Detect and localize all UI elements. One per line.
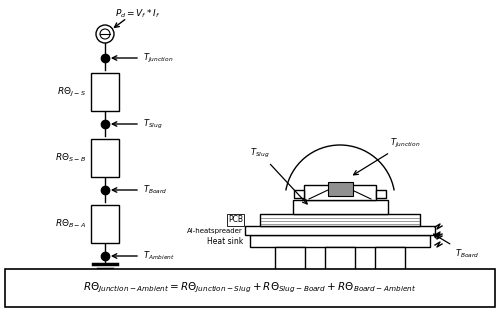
- Circle shape: [96, 25, 114, 43]
- Bar: [293, 200, 388, 214]
- Bar: [260, 214, 420, 226]
- Bar: [275, 247, 305, 287]
- Bar: [250, 235, 430, 247]
- Bar: [5, 269, 495, 307]
- Text: $P_d = V_f * I_f$: $P_d = V_f * I_f$: [115, 7, 160, 20]
- Text: $R\Theta_{S-B}$: $R\Theta_{S-B}$: [55, 152, 86, 164]
- Circle shape: [100, 29, 110, 39]
- Bar: [325, 247, 355, 287]
- Bar: [294, 190, 304, 198]
- Bar: [328, 182, 353, 196]
- Text: $R\Theta_{Junction-Ambient} = R\Theta_{Junction-Slug} + R\Theta_{Slug-Board} + R: $R\Theta_{Junction-Ambient} = R\Theta_{J…: [84, 281, 416, 295]
- Text: $T_{Junction}$: $T_{Junction}$: [354, 136, 420, 175]
- Bar: [245, 226, 435, 235]
- Text: Al-heatspreader: Al-heatspreader: [187, 228, 243, 234]
- Text: Heat sink: Heat sink: [207, 236, 243, 246]
- Text: $T_{Board}$: $T_{Board}$: [434, 234, 480, 261]
- Text: $T_{Board}$: $T_{Board}$: [143, 184, 168, 196]
- Bar: [91, 73, 119, 111]
- Bar: [91, 205, 119, 243]
- Text: $T_{Junction}$: $T_{Junction}$: [143, 51, 174, 65]
- Text: $R\Theta_{B-A}$: $R\Theta_{B-A}$: [54, 218, 86, 230]
- Bar: [304, 185, 376, 200]
- Text: $R\Theta_{J-S}$: $R\Theta_{J-S}$: [57, 85, 86, 99]
- Text: $T_{Slug}$: $T_{Slug}$: [250, 146, 307, 204]
- Text: $T_{Slug}$: $T_{Slug}$: [143, 117, 163, 130]
- Text: PCB: PCB: [228, 216, 243, 225]
- Text: $T_{Ambient}$: $T_{Ambient}$: [143, 250, 175, 262]
- Bar: [375, 247, 405, 287]
- Bar: [91, 139, 119, 177]
- Bar: [376, 190, 386, 198]
